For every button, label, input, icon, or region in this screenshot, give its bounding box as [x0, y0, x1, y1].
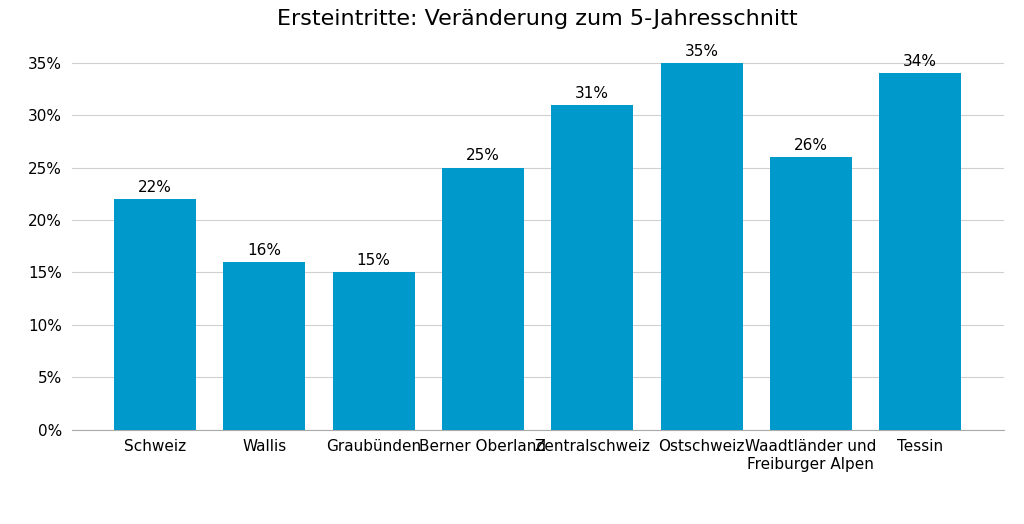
Text: 22%: 22%: [138, 180, 172, 195]
Text: 15%: 15%: [356, 253, 390, 268]
Bar: [223, 262, 305, 430]
Bar: [442, 168, 524, 430]
Text: 25%: 25%: [466, 148, 500, 163]
Text: 35%: 35%: [685, 43, 719, 59]
Title: Ersteintritte: Veränderung zum 5-Jahresschnitt: Ersteintritte: Veränderung zum 5-Jahress…: [278, 9, 798, 29]
Bar: [333, 272, 415, 430]
Text: 34%: 34%: [903, 54, 937, 69]
Bar: [114, 199, 196, 430]
Text: 26%: 26%: [794, 138, 827, 153]
Text: 31%: 31%: [575, 85, 609, 101]
Bar: [551, 105, 633, 430]
Text: 16%: 16%: [248, 243, 282, 258]
Bar: [660, 63, 742, 430]
Bar: [770, 157, 852, 430]
Bar: [880, 73, 962, 430]
